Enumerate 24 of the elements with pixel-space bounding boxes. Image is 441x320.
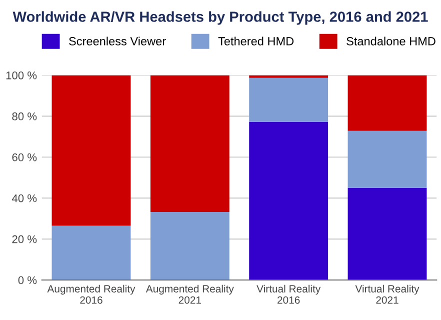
y-tick-label: 80 % bbox=[12, 112, 37, 120]
legend-label: Screenless Viewer bbox=[69, 36, 166, 46]
x-tick-label: Augmented Reality 2021 bbox=[146, 284, 234, 304]
chart-title: Worldwide AR/VR Headsets by Product Type, 2016 and 2021 bbox=[12, 11, 428, 25]
y-tick-label: 40 % bbox=[12, 194, 37, 202]
y-tick-label: 0 % bbox=[18, 276, 37, 284]
y-tick-label: 20 % bbox=[12, 235, 37, 244]
x-tick-label: Virtual Reality 2021 bbox=[355, 284, 420, 304]
x-tick-label: Virtual Reality 2016 bbox=[256, 284, 321, 304]
bar bbox=[150, 75, 230, 212]
bar bbox=[52, 226, 131, 280]
y-tick-label: 60 % bbox=[12, 153, 37, 162]
bar bbox=[348, 188, 427, 280]
x-tick-label: Augmented Reality 2016 bbox=[47, 284, 136, 304]
y-tick-label: 100 % bbox=[6, 71, 37, 80]
bar bbox=[249, 75, 328, 78]
bar bbox=[150, 212, 230, 280]
bar bbox=[249, 122, 328, 280]
bar bbox=[249, 78, 328, 122]
legend-label: Standalone HMD bbox=[346, 36, 436, 46]
bar bbox=[348, 130, 427, 188]
legend-label: Tethered HMD bbox=[218, 36, 294, 46]
bar bbox=[348, 75, 427, 131]
bar bbox=[52, 75, 131, 226]
